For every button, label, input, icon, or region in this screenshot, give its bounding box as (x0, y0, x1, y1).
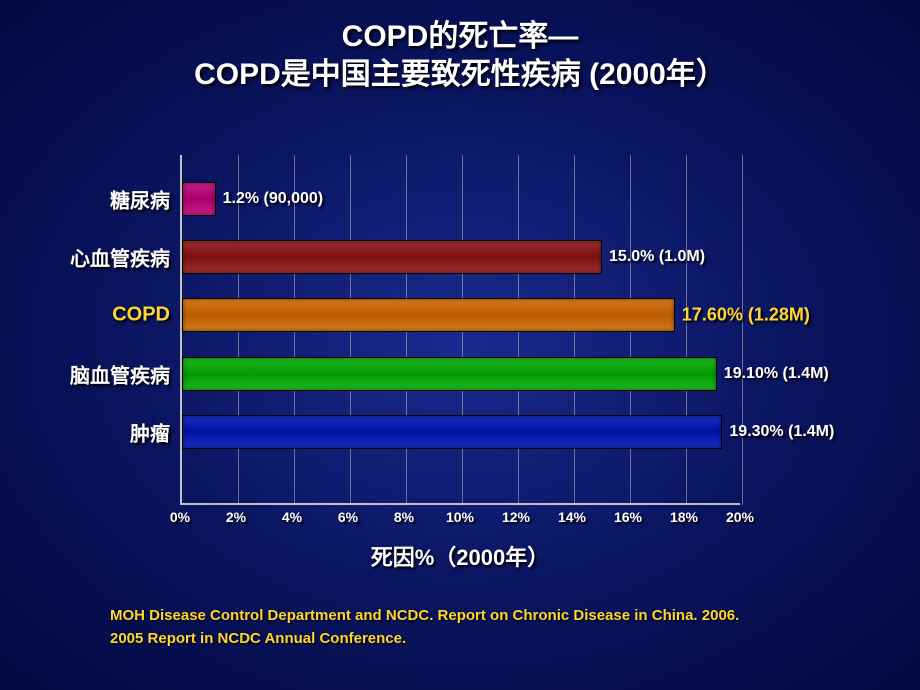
category-label: 脑血管疾病 (70, 359, 170, 388)
x-tick-label: 6% (338, 509, 358, 525)
category-label: 心血管疾病 (70, 243, 170, 272)
x-tick-label: 8% (394, 509, 414, 525)
title-line-2: COPD是中国主要致死性疾病 (2000年） (0, 56, 920, 94)
slide-title: COPD的死亡率— COPD是中国主要致死性疾病 (2000年） (0, 0, 920, 93)
x-tick-label: 4% (282, 509, 302, 525)
x-tick-label: 16% (614, 509, 642, 525)
bar-value-label: 19.10% (1.4M) (724, 365, 829, 383)
x-axis-title: 死因%（2000年） (180, 540, 740, 572)
footnote: MOH Disease Control Department and NCDC.… (110, 605, 880, 650)
title-line-1: COPD的死亡率— (0, 18, 920, 56)
gridline (742, 155, 743, 505)
x-tick-label: 12% (502, 509, 530, 525)
plot-area: 糖尿病1.2% (90,000)心血管疾病15.0% (1.0M)COPD17.… (180, 155, 740, 505)
gridline (686, 155, 687, 505)
bar: 19.10% (1.4M) (182, 357, 717, 391)
bar-value-label: 19.30% (1.4M) (729, 423, 834, 441)
x-tick-label: 0% (170, 509, 190, 525)
x-tick-label: 10% (446, 509, 474, 525)
bar-value-label: 15.0% (1.0M) (609, 248, 705, 266)
bar: 17.60% (1.28M) (182, 298, 675, 332)
x-tick-label: 20% (726, 509, 754, 525)
category-label: 肿瘤 (130, 418, 170, 447)
x-tick-label: 2% (226, 509, 246, 525)
x-tick-label: 14% (558, 509, 586, 525)
footnote-line-2: 2005 Report in NCDC Annual Conference. (110, 628, 880, 651)
bar: 1.2% (90,000) (182, 182, 216, 216)
bar-value-label: 1.2% (90,000) (223, 190, 324, 208)
bar-value-label: 17.60% (1.28M) (682, 305, 810, 326)
x-tick-label: 18% (670, 509, 698, 525)
slide: COPD的死亡率— COPD是中国主要致死性疾病 (2000年） 糖尿病1.2%… (0, 0, 920, 690)
chart: 糖尿病1.2% (90,000)心血管疾病15.0% (1.0M)COPD17.… (180, 155, 740, 535)
bar: 15.0% (1.0M) (182, 240, 602, 274)
footnote-line-1: MOH Disease Control Department and NCDC.… (110, 605, 880, 628)
category-label: 糖尿病 (110, 184, 170, 213)
category-label: COPD (112, 304, 170, 327)
bar: 19.30% (1.4M) (182, 415, 722, 449)
